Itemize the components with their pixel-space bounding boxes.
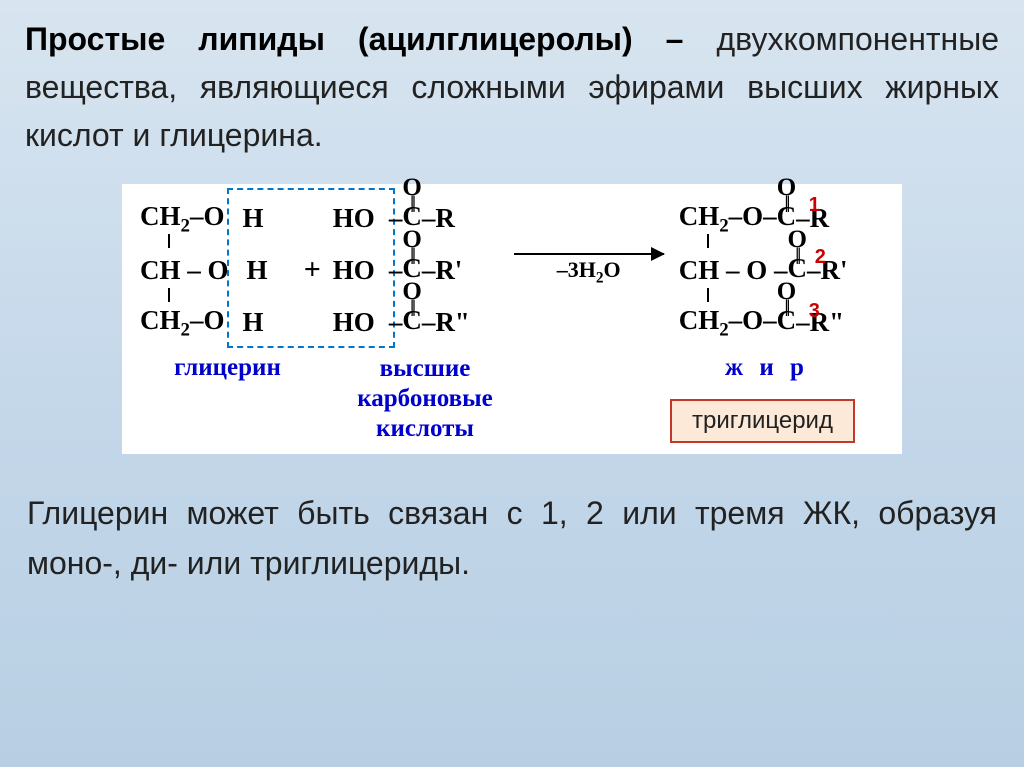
heading-text: Простые липиды (ацилглицеролы) – двухком… — [25, 15, 999, 159]
triglyceride-box: триглицерид — [670, 399, 855, 443]
gly-line: CH2–OH — [140, 296, 292, 348]
gly-line: CH – OH — [140, 244, 292, 296]
formula-row: CH2–OH CH – OH CH2–OH + HO–O||C–R HO–O||… — [140, 192, 892, 348]
plus-sign: + — [304, 253, 321, 287]
prod-line: CH2–O–O||C–R — [679, 192, 892, 244]
gly-line: CH2–OH — [140, 192, 292, 244]
prod-line: CH2–O–O||C–R" — [679, 296, 892, 348]
heading-bold: Простые липиды (ацилглицеролы) – — [25, 21, 683, 57]
arrow-sub: –3H2O — [557, 257, 621, 287]
acids-col: HO–O||C–R HO–O||C–R' HO–O||C–R" — [333, 192, 499, 348]
reaction-arrow: –3H2O — [514, 253, 664, 287]
glycerol-col: CH2–OH CH – OH CH2–OH — [140, 192, 292, 348]
reaction-diagram: CH2–OH CH – OH CH2–OH + HO–O||C–R HO–O||… — [122, 184, 902, 454]
footer-text: Глицерин может быть связан с 1, 2 или тр… — [25, 489, 999, 588]
red-number: 2 — [815, 238, 826, 277]
red-number: 3 — [809, 292, 820, 331]
product-col: 1 2 3 CH2–O–O||C–R CH – O –O||C–R' CH2–O… — [679, 192, 892, 348]
label-acids: высшие карбоновые кислоты — [315, 354, 535, 444]
label-glycerin: глицерин — [140, 354, 315, 444]
red-number: 1 — [809, 186, 820, 225]
acid-line: HO–O||C–R" — [333, 296, 499, 348]
